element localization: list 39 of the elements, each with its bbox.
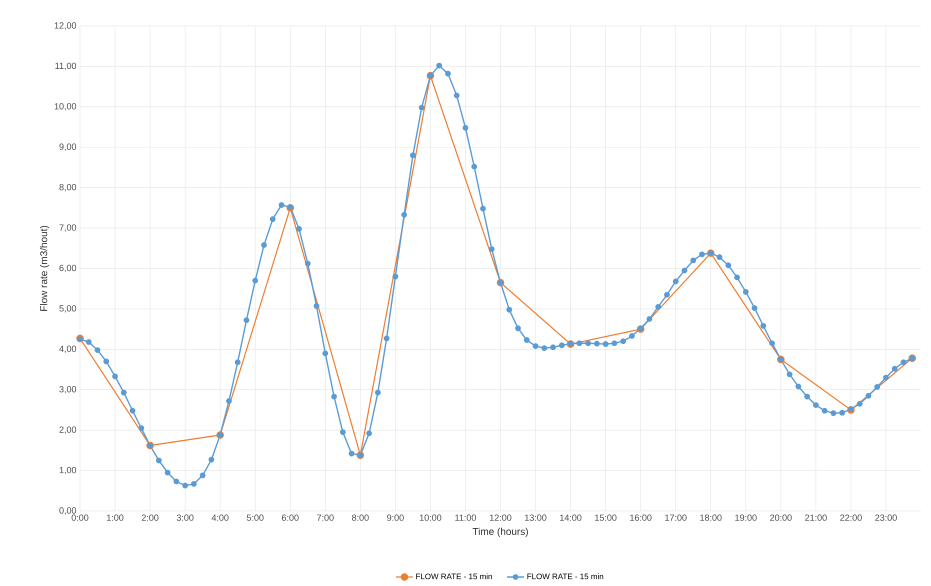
y-tick-label: 8,00 <box>59 184 76 192</box>
x-tick-label: 6:00 <box>282 514 299 521</box>
x-tick-label: 23:00 <box>875 514 897 521</box>
x-tick-label: 22:00 <box>840 514 862 521</box>
x-tick-label: 2:00 <box>142 514 158 521</box>
y-tick-label: 12,00 <box>54 22 76 30</box>
x-tick-label: 0:00 <box>72 514 88 521</box>
x-tick-label: 19:00 <box>735 514 757 521</box>
x-tick-label: 8:00 <box>352 514 369 521</box>
x-tick-label: 1:00 <box>107 514 124 521</box>
y-tick-label: 10,00 <box>54 103 76 111</box>
x-tick-label: 12:00 <box>490 514 512 521</box>
x-tick-label: 4:00 <box>212 514 229 521</box>
x-tick-label: 3:00 <box>176 514 194 521</box>
x-tick-label: 20:00 <box>770 514 792 521</box>
y-tick-label: 5,00 <box>59 305 76 313</box>
y-tick-label: 6,00 <box>59 264 76 272</box>
x-tick-label: 16:00 <box>630 514 652 521</box>
x-tick-label: 5:00 <box>246 514 264 521</box>
y-tick-label: 1,00 <box>60 466 76 474</box>
x-tick-label: 17:00 <box>665 514 687 521</box>
y-tick-label: 4,00 <box>59 346 76 354</box>
y-tick-label: 0,00 <box>59 507 76 515</box>
y-tick-label: 9,00 <box>59 144 76 151</box>
x-tick-label: 13:00 <box>525 514 546 521</box>
x-tick-label: 21:00 <box>805 514 827 521</box>
y-axis-title: Flow rate (m3/hout) <box>40 226 50 311</box>
x-tick-label: 14:00 <box>560 514 582 521</box>
y-tick-label: 2,00 <box>59 426 76 434</box>
x-tick-label: 18:00 <box>700 514 722 521</box>
x-tick-label: 11:00 <box>455 514 476 521</box>
x-tick-label: 15:00 <box>595 514 617 521</box>
x-tick-label: 10:00 <box>420 514 442 521</box>
x-axis-title: Time (hours) <box>472 528 528 537</box>
y-tick-label: 7,00 <box>59 224 76 232</box>
y-tick-label: 3,00 <box>59 386 76 394</box>
y-tick-label: 11,00 <box>55 62 76 70</box>
x-tick-label: 7:00 <box>317 514 334 521</box>
x-tick-label: 9:00 <box>387 514 404 521</box>
